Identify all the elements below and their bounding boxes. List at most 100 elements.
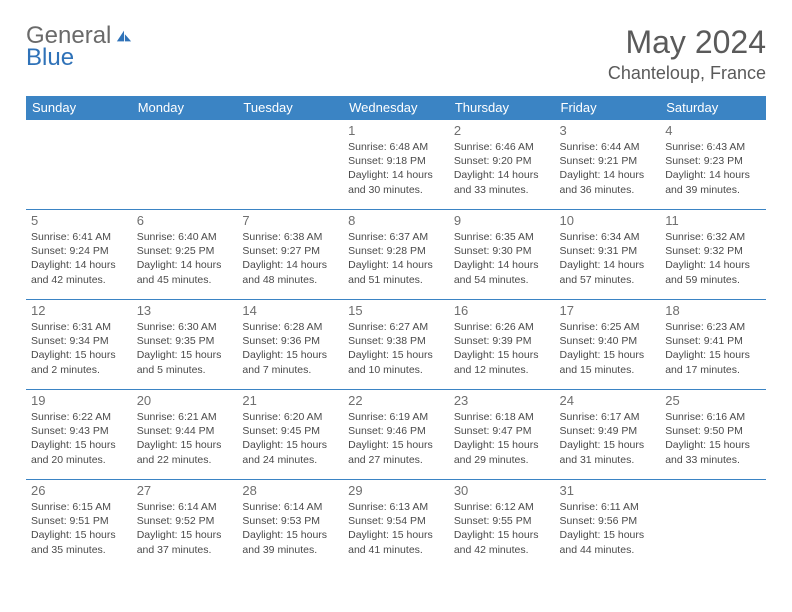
sunrise-text: Sunrise: 6:16 AM: [665, 410, 761, 424]
daylight-text: Daylight: 15 hours: [31, 348, 127, 362]
day-number: 2: [454, 123, 550, 138]
daylight-text: and 20 minutes.: [31, 453, 127, 467]
day-number: 20: [137, 393, 233, 408]
sunset-text: Sunset: 9:20 PM: [454, 154, 550, 168]
daylight-text: Daylight: 15 hours: [454, 348, 550, 362]
sunrise-text: Sunrise: 6:27 AM: [348, 320, 444, 334]
day-number: 18: [665, 303, 761, 318]
daylight-text: and 42 minutes.: [454, 543, 550, 557]
day-number: 23: [454, 393, 550, 408]
day-number: 14: [242, 303, 338, 318]
sunset-text: Sunset: 9:25 PM: [137, 244, 233, 258]
sunrise-text: Sunrise: 6:19 AM: [348, 410, 444, 424]
sunset-text: Sunset: 9:44 PM: [137, 424, 233, 438]
daylight-text: Daylight: 15 hours: [348, 438, 444, 452]
day-number: 24: [560, 393, 656, 408]
calendar-day-cell: 1Sunrise: 6:48 AMSunset: 9:18 PMDaylight…: [343, 120, 449, 210]
daylight-text: Daylight: 14 hours: [348, 258, 444, 272]
daylight-text: and 57 minutes.: [560, 273, 656, 287]
calendar-day-cell: 29Sunrise: 6:13 AMSunset: 9:54 PMDayligh…: [343, 480, 449, 570]
daylight-text: Daylight: 15 hours: [242, 528, 338, 542]
calendar-day-cell: 26Sunrise: 6:15 AMSunset: 9:51 PMDayligh…: [26, 480, 132, 570]
sunrise-text: Sunrise: 6:46 AM: [454, 140, 550, 154]
sunset-text: Sunset: 9:35 PM: [137, 334, 233, 348]
day-number: 3: [560, 123, 656, 138]
daylight-text: Daylight: 15 hours: [31, 528, 127, 542]
daylight-text: Daylight: 14 hours: [454, 168, 550, 182]
day-number: 4: [665, 123, 761, 138]
calendar-day-cell: [237, 120, 343, 210]
calendar-day-cell: 20Sunrise: 6:21 AMSunset: 9:44 PMDayligh…: [132, 390, 238, 480]
sunrise-text: Sunrise: 6:11 AM: [560, 500, 656, 514]
day-number: 16: [454, 303, 550, 318]
logo: GeneralBlue: [26, 24, 134, 70]
sunset-text: Sunset: 9:21 PM: [560, 154, 656, 168]
sunset-text: Sunset: 9:24 PM: [31, 244, 127, 258]
sunrise-text: Sunrise: 6:48 AM: [348, 140, 444, 154]
calendar-day-cell: 4Sunrise: 6:43 AMSunset: 9:23 PMDaylight…: [660, 120, 766, 210]
calendar-day-cell: 8Sunrise: 6:37 AMSunset: 9:28 PMDaylight…: [343, 210, 449, 300]
daylight-text: Daylight: 15 hours: [137, 438, 233, 452]
day-number: 27: [137, 483, 233, 498]
daylight-text: and 39 minutes.: [242, 543, 338, 557]
daylight-text: and 59 minutes.: [665, 273, 761, 287]
daylight-text: and 41 minutes.: [348, 543, 444, 557]
calendar-week-row: 5Sunrise: 6:41 AMSunset: 9:24 PMDaylight…: [26, 210, 766, 300]
daylight-text: Daylight: 14 hours: [348, 168, 444, 182]
day-number: 5: [31, 213, 127, 228]
calendar-day-cell: 17Sunrise: 6:25 AMSunset: 9:40 PMDayligh…: [555, 300, 661, 390]
sunset-text: Sunset: 9:23 PM: [665, 154, 761, 168]
calendar-day-cell: 6Sunrise: 6:40 AMSunset: 9:25 PMDaylight…: [132, 210, 238, 300]
daylight-text: Daylight: 15 hours: [242, 348, 338, 362]
calendar-week-row: 26Sunrise: 6:15 AMSunset: 9:51 PMDayligh…: [26, 480, 766, 570]
daylight-text: and 24 minutes.: [242, 453, 338, 467]
sunrise-text: Sunrise: 6:12 AM: [454, 500, 550, 514]
sunset-text: Sunset: 9:36 PM: [242, 334, 338, 348]
daylight-text: and 10 minutes.: [348, 363, 444, 377]
calendar-day-cell: 21Sunrise: 6:20 AMSunset: 9:45 PMDayligh…: [237, 390, 343, 480]
calendar-day-cell: 31Sunrise: 6:11 AMSunset: 9:56 PMDayligh…: [555, 480, 661, 570]
day-number: 12: [31, 303, 127, 318]
day-number: 9: [454, 213, 550, 228]
calendar-day-cell: 23Sunrise: 6:18 AMSunset: 9:47 PMDayligh…: [449, 390, 555, 480]
daylight-text: Daylight: 15 hours: [242, 438, 338, 452]
sunset-text: Sunset: 9:46 PM: [348, 424, 444, 438]
daylight-text: and 27 minutes.: [348, 453, 444, 467]
calendar-day-cell: 30Sunrise: 6:12 AMSunset: 9:55 PMDayligh…: [449, 480, 555, 570]
daylight-text: and 17 minutes.: [665, 363, 761, 377]
sunset-text: Sunset: 9:31 PM: [560, 244, 656, 258]
sunrise-text: Sunrise: 6:23 AM: [665, 320, 761, 334]
calendar-day-cell: [132, 120, 238, 210]
sunrise-text: Sunrise: 6:34 AM: [560, 230, 656, 244]
daylight-text: Daylight: 15 hours: [665, 438, 761, 452]
sunset-text: Sunset: 9:52 PM: [137, 514, 233, 528]
calendar-day-cell: 5Sunrise: 6:41 AMSunset: 9:24 PMDaylight…: [26, 210, 132, 300]
weekday-header: Friday: [555, 96, 661, 120]
sunrise-text: Sunrise: 6:22 AM: [31, 410, 127, 424]
sunrise-text: Sunrise: 6:25 AM: [560, 320, 656, 334]
day-number: 6: [137, 213, 233, 228]
daylight-text: Daylight: 15 hours: [454, 528, 550, 542]
sunrise-text: Sunrise: 6:26 AM: [454, 320, 550, 334]
daylight-text: and 48 minutes.: [242, 273, 338, 287]
day-number: 21: [242, 393, 338, 408]
calendar-day-cell: [660, 480, 766, 570]
daylight-text: Daylight: 15 hours: [560, 438, 656, 452]
sunset-text: Sunset: 9:53 PM: [242, 514, 338, 528]
daylight-text: and 5 minutes.: [137, 363, 233, 377]
sunset-text: Sunset: 9:56 PM: [560, 514, 656, 528]
daylight-text: and 30 minutes.: [348, 183, 444, 197]
calendar-day-cell: 22Sunrise: 6:19 AMSunset: 9:46 PMDayligh…: [343, 390, 449, 480]
daylight-text: and 31 minutes.: [560, 453, 656, 467]
sunset-text: Sunset: 9:28 PM: [348, 244, 444, 258]
daylight-text: Daylight: 14 hours: [665, 258, 761, 272]
calendar-day-cell: 11Sunrise: 6:32 AMSunset: 9:32 PMDayligh…: [660, 210, 766, 300]
daylight-text: Daylight: 15 hours: [560, 528, 656, 542]
calendar-week-row: 1Sunrise: 6:48 AMSunset: 9:18 PMDaylight…: [26, 120, 766, 210]
daylight-text: Daylight: 15 hours: [137, 348, 233, 362]
logo-sail-icon: [113, 24, 134, 48]
daylight-text: and 44 minutes.: [560, 543, 656, 557]
daylight-text: Daylight: 15 hours: [31, 438, 127, 452]
sunset-text: Sunset: 9:32 PM: [665, 244, 761, 258]
daylight-text: Daylight: 15 hours: [454, 438, 550, 452]
